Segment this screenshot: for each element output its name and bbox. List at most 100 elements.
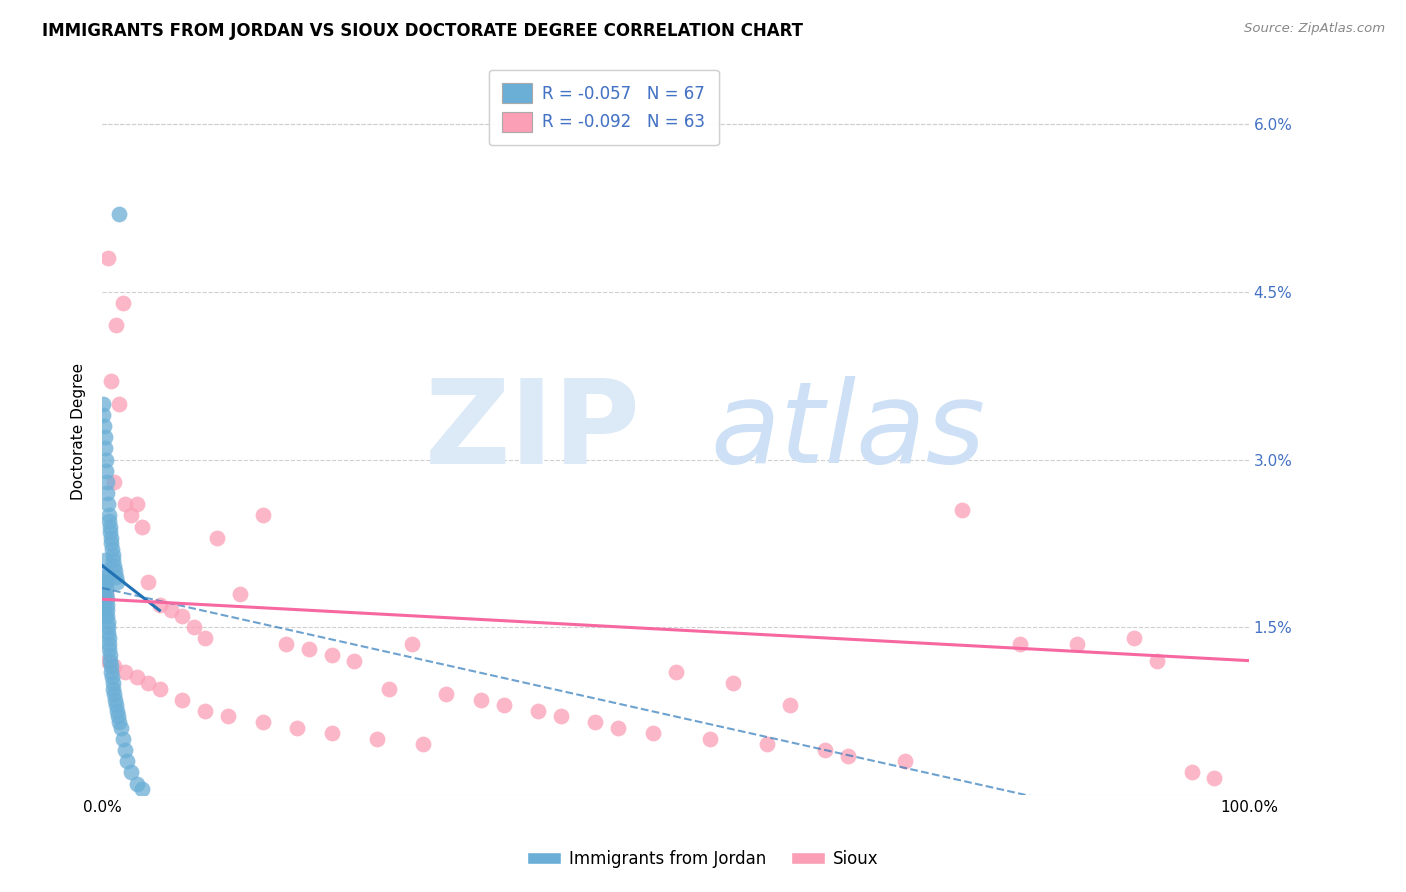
Point	[194, 632, 217, 646]
Point	[366, 731, 388, 746]
Point	[114, 743, 136, 757]
Point	[252, 715, 274, 730]
Point	[125, 776, 148, 790]
Legend: R = -0.057   N = 67, R = -0.092   N = 63: R = -0.057 N = 67, R = -0.092 N = 63	[489, 70, 718, 145]
Text: IMMIGRANTS FROM JORDAN VS SIOUX DOCTORATE DEGREE CORRELATION CHART: IMMIGRANTS FROM JORDAN VS SIOUX DOCTORAT…	[42, 22, 803, 40]
Point	[93, 408, 115, 422]
Point	[101, 676, 124, 690]
Point	[97, 615, 120, 629]
Point	[97, 632, 120, 646]
Point	[1204, 771, 1226, 785]
Point	[94, 586, 117, 600]
Point	[98, 648, 121, 662]
Point	[94, 442, 117, 456]
Point	[96, 598, 118, 612]
Text: Source: ZipAtlas.com: Source: ZipAtlas.com	[1244, 22, 1385, 36]
Point	[96, 486, 118, 500]
Point	[96, 464, 118, 478]
Point	[96, 603, 118, 617]
Point	[93, 609, 115, 624]
Point	[252, 508, 274, 523]
Y-axis label: Doctorate Degree: Doctorate Degree	[72, 363, 86, 500]
Point	[111, 296, 134, 310]
Point	[1180, 765, 1202, 780]
Point	[98, 654, 121, 668]
Point	[837, 748, 859, 763]
Point	[104, 692, 127, 706]
Point	[412, 738, 434, 752]
Point	[274, 637, 297, 651]
Point	[321, 726, 343, 740]
Point	[100, 536, 122, 550]
Text: ZIP: ZIP	[425, 374, 641, 489]
Point	[229, 586, 252, 600]
Point	[105, 704, 128, 718]
Point	[125, 497, 148, 511]
Point	[117, 754, 139, 768]
Point	[321, 648, 343, 662]
Point	[194, 704, 217, 718]
Point	[97, 508, 120, 523]
Point	[104, 564, 127, 578]
Point	[664, 665, 686, 679]
Point	[108, 207, 131, 221]
Point	[98, 519, 121, 533]
Point	[101, 548, 124, 562]
Point	[101, 681, 124, 696]
Point	[98, 642, 121, 657]
Point	[120, 765, 142, 780]
Point	[1008, 637, 1031, 651]
Point	[97, 637, 120, 651]
Point	[183, 620, 205, 634]
Point	[217, 709, 239, 723]
Point	[108, 715, 131, 730]
Point	[104, 698, 127, 713]
Point	[721, 676, 744, 690]
Point	[104, 570, 127, 584]
Point	[94, 581, 117, 595]
Point	[93, 592, 115, 607]
Point	[297, 642, 319, 657]
Point	[97, 654, 120, 668]
Point	[1146, 654, 1168, 668]
Point	[813, 743, 835, 757]
Point	[100, 531, 122, 545]
Point	[101, 553, 124, 567]
Point	[950, 503, 973, 517]
Point	[93, 419, 115, 434]
Point	[91, 581, 114, 595]
Point	[699, 731, 721, 746]
Point	[641, 726, 664, 740]
Point	[96, 592, 118, 607]
Point	[205, 531, 228, 545]
Point	[583, 715, 606, 730]
Point	[94, 570, 117, 584]
Point	[93, 586, 115, 600]
Legend: Immigrants from Jordan, Sioux: Immigrants from Jordan, Sioux	[520, 844, 886, 875]
Point	[110, 721, 132, 735]
Point	[120, 508, 142, 523]
Point	[148, 598, 170, 612]
Point	[97, 625, 120, 640]
Point	[98, 525, 121, 540]
Point	[94, 575, 117, 590]
Point	[103, 475, 125, 489]
Point	[97, 620, 120, 634]
Point	[94, 452, 117, 467]
Point	[550, 709, 572, 723]
Point	[100, 659, 122, 673]
Point	[492, 698, 515, 713]
Point	[101, 541, 124, 556]
Text: atlas: atlas	[710, 376, 986, 487]
Point	[136, 676, 159, 690]
Point	[470, 692, 492, 706]
Point	[97, 252, 120, 266]
Point	[136, 575, 159, 590]
Point	[103, 558, 125, 573]
Point	[101, 670, 124, 684]
Point	[104, 318, 127, 333]
Point	[91, 575, 114, 590]
Point	[434, 687, 457, 701]
Point	[93, 603, 115, 617]
Point	[107, 709, 129, 723]
